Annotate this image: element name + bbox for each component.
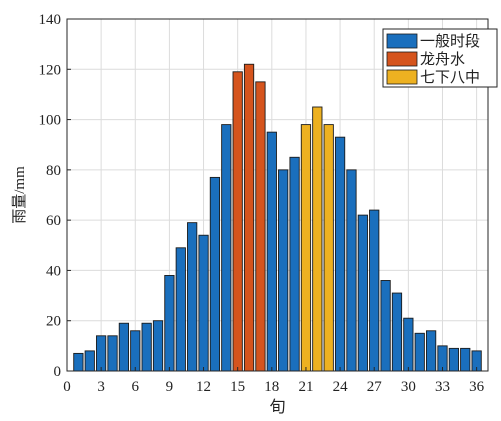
x-tick-label: 27 (367, 379, 383, 395)
bar (346, 169, 357, 372)
bar (323, 124, 334, 372)
x-tick-label: 3 (97, 379, 105, 395)
legend-label: 一般时段 (420, 33, 480, 50)
bar (266, 131, 277, 372)
bar (164, 275, 175, 372)
bar (255, 81, 266, 372)
bar (243, 63, 255, 372)
y-tick-label: 120 (39, 62, 62, 78)
legend-label: 七下八中 (420, 69, 480, 86)
bar (334, 136, 346, 372)
legend-label: 龙舟水 (420, 51, 465, 68)
x-tick-label: 15 (230, 379, 245, 395)
plot-frame (66, 18, 489, 372)
bar (198, 234, 209, 372)
y-tick-label: 0 (54, 364, 62, 380)
bar (130, 330, 141, 372)
bar (152, 320, 164, 372)
x-tick-label: 0 (63, 379, 71, 395)
y-tick-label: 60 (46, 213, 61, 229)
x-tick-label: 30 (401, 379, 416, 395)
y-tick-label: 40 (46, 263, 61, 279)
bar (357, 214, 368, 372)
x-tick-label: 9 (166, 379, 174, 395)
x-tick-label: 12 (196, 379, 211, 395)
bar (380, 280, 391, 372)
x-tick-label: 24 (333, 379, 349, 395)
x-tick-label: 18 (264, 379, 279, 395)
bar (73, 352, 84, 372)
x-tick-label: 33 (435, 379, 450, 395)
y-axis-label: 雨量/mm (12, 166, 28, 224)
bar (369, 209, 380, 372)
bar (460, 347, 471, 372)
legend-swatch (386, 33, 418, 49)
bar (187, 222, 198, 372)
x-tick-label: 36 (469, 379, 485, 395)
bar (175, 247, 186, 372)
bar (414, 332, 425, 372)
y-tick-label: 100 (39, 113, 62, 129)
legend-swatch (386, 69, 418, 85)
bar (312, 106, 323, 372)
y-tick-label: 80 (46, 163, 61, 179)
bar (289, 156, 300, 372)
bar (118, 322, 130, 372)
x-axis-label: 旬 (269, 398, 285, 416)
bar (221, 124, 232, 372)
x-tick-label: 21 (298, 379, 313, 395)
bar (209, 176, 221, 372)
x-tick-label: 6 (132, 379, 140, 395)
bar (84, 350, 95, 372)
bar (232, 71, 243, 372)
y-tick-label: 20 (46, 314, 61, 330)
legend-swatch (386, 51, 418, 67)
bar (96, 335, 107, 372)
bar (107, 335, 118, 372)
bar (403, 317, 414, 372)
bar (141, 322, 152, 372)
y-tick-label: 140 (39, 12, 62, 28)
bar (278, 169, 289, 372)
bar (300, 124, 312, 372)
bar (448, 347, 459, 372)
bar (425, 330, 437, 372)
bar (391, 292, 403, 372)
